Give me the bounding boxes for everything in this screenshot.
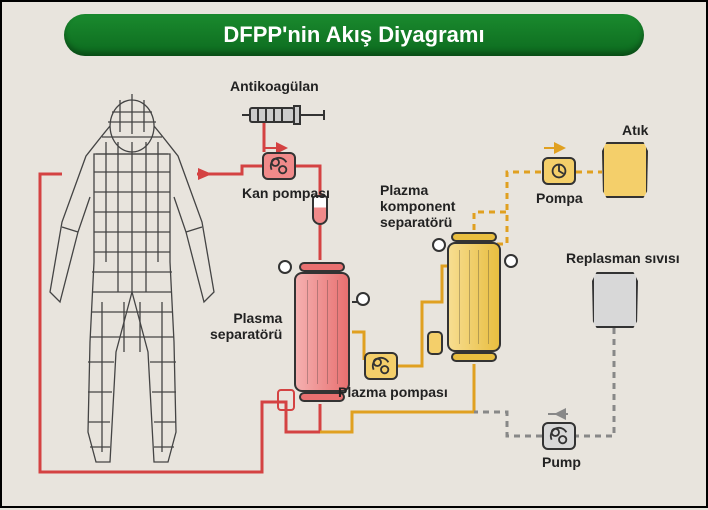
replacement-bag (592, 272, 638, 328)
replacement-pump (542, 422, 576, 450)
gauge-icon (278, 260, 292, 274)
label-antikoagulan: Antikoagülan (230, 78, 319, 94)
gauge-icon (432, 238, 446, 252)
human-figure (32, 82, 232, 482)
syringe-icon (240, 98, 330, 132)
gauge-icon (356, 292, 370, 306)
label-atik: Atık (622, 122, 648, 138)
komponent-separator (447, 242, 501, 352)
label-replasman: Replasman sıvısı (566, 250, 680, 266)
diagram-stage: Antikoagülan Kan pompası Plasma separatö… (2, 2, 706, 506)
label-plasma-separatoru: Plasma separatörü (210, 310, 282, 342)
label-plazma-pompasi: Plazma pompası (338, 384, 448, 400)
plasma-pump (364, 352, 398, 380)
waste-bag (602, 142, 648, 198)
label-pump: Pump (542, 454, 581, 470)
waste-pump (542, 157, 576, 185)
blood-pump (262, 152, 296, 180)
label-plazma-komponent: Plazma komponent separatörü (380, 182, 455, 230)
label-kan-pompasi: Kan pompası (242, 185, 330, 201)
plasma-separator (294, 272, 350, 392)
gauge-icon (504, 254, 518, 268)
label-pompa: Pompa (536, 190, 583, 206)
